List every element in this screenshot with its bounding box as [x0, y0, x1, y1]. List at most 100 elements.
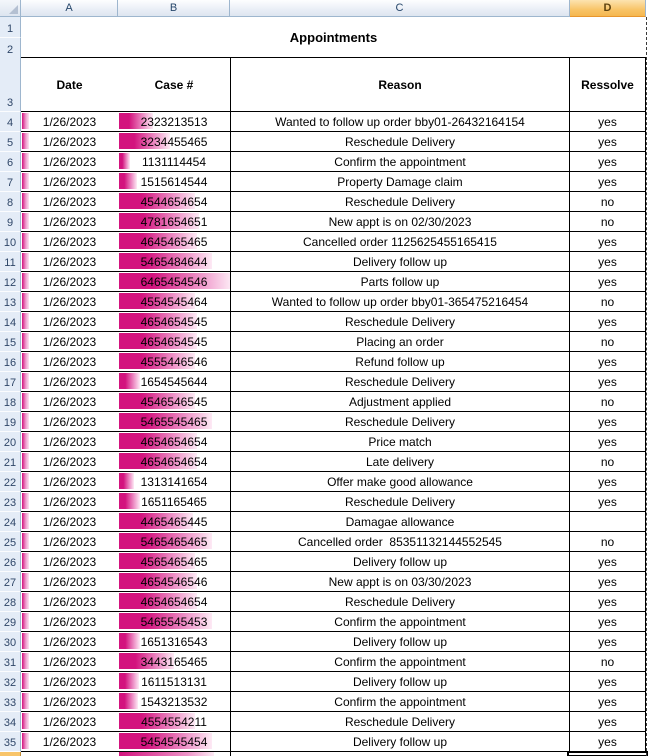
row-header[interactable]: 23: [0, 492, 21, 512]
date-cell[interactable]: 1/26/2023: [21, 232, 118, 252]
reason-cell[interactable]: Reschedule Delivery: [230, 192, 570, 212]
case-cell[interactable]: 4465465445: [118, 512, 230, 532]
resolve-cell[interactable]: yes: [570, 692, 646, 712]
row-header-2[interactable]: 2: [0, 38, 21, 59]
row-header[interactable]: 31: [0, 652, 21, 672]
case-cell[interactable]: 4546546545: [118, 392, 230, 412]
resolve-cell[interactable]: yes: [570, 232, 646, 252]
case-cell[interactable]: 4654654654: [118, 592, 230, 612]
row-header[interactable]: 28: [0, 592, 21, 612]
case-cell[interactable]: 5465484644: [118, 252, 230, 272]
resolve-cell[interactable]: yes: [570, 492, 646, 512]
resolve-cell[interactable]: yes: [570, 672, 646, 692]
date-cell[interactable]: 1/26/2023: [21, 392, 118, 412]
row-header[interactable]: 17: [0, 372, 21, 392]
reason-cell[interactable]: Delivery follow up: [230, 672, 570, 692]
case-cell[interactable]: 4654654545: [118, 332, 230, 352]
case-cell[interactable]: 4565465465: [118, 552, 230, 572]
row-header[interactable]: 5: [0, 132, 21, 152]
row-header[interactable]: 21: [0, 452, 21, 472]
reason-cell[interactable]: New appt is on 02/30/2023: [230, 212, 570, 232]
case-cell[interactable]: 4781654651: [118, 212, 230, 232]
row-header[interactable]: 12: [0, 272, 21, 292]
case-cell[interactable]: 1131114454: [118, 152, 230, 172]
date-column-header[interactable]: Date: [21, 57, 118, 112]
resolve-cell[interactable]: yes: [570, 572, 646, 592]
active-cell-selection-border[interactable]: [567, 751, 648, 756]
column-header-b[interactable]: B: [118, 0, 230, 17]
row-header[interactable]: 20: [0, 432, 21, 452]
resolve-cell[interactable]: [570, 512, 646, 532]
row-header[interactable]: 19: [0, 412, 21, 432]
case-cell[interactable]: 1515614544: [118, 172, 230, 192]
reason-cell[interactable]: Cancelled order 1125625455165415: [230, 232, 570, 252]
resolve-cell[interactable]: no: [570, 192, 646, 212]
row-header[interactable]: 35: [0, 732, 21, 752]
reason-cell[interactable]: Delivery follow up: [230, 552, 570, 572]
date-cell[interactable]: 1/26/2023: [21, 692, 118, 712]
case-cell[interactable]: 1543213532: [118, 692, 230, 712]
date-cell[interactable]: 1/26/2023: [21, 112, 118, 132]
row-header[interactable]: 11: [0, 252, 21, 272]
date-cell[interactable]: 1/26/2023: [21, 132, 118, 152]
case-column-header[interactable]: Case #: [118, 57, 230, 112]
date-cell[interactable]: 1/26/2023: [21, 312, 118, 332]
reason-cell[interactable]: Parts follow up: [230, 272, 570, 292]
row-header[interactable]: 6: [0, 152, 21, 172]
reason-cell[interactable]: Late delivery: [230, 452, 570, 472]
date-cell[interactable]: 1/26/2023: [21, 472, 118, 492]
sheet-title-cell[interactable]: Appointments: [289, 29, 378, 45]
reason-cell[interactable]: Cancelled order 85351132144552545: [230, 532, 570, 552]
resolve-cell[interactable]: yes: [570, 172, 646, 192]
resolve-cell[interactable]: yes: [570, 132, 646, 152]
row-header[interactable]: 16: [0, 352, 21, 372]
date-cell[interactable]: 1/26/2023: [21, 532, 118, 552]
case-cell[interactable]: 2323213513: [118, 112, 230, 132]
date-cell[interactable]: 1/26/2023: [21, 672, 118, 692]
row-header-1[interactable]: 1: [0, 17, 21, 38]
date-cell[interactable]: 1/26/2023: [21, 272, 118, 292]
reason-cell[interactable]: Reschedule Delivery: [230, 492, 570, 512]
reason-cell[interactable]: Confirm the appointment: [230, 652, 570, 672]
resolve-cell[interactable]: yes: [570, 612, 646, 632]
resolve-cell[interactable]: no: [570, 212, 646, 232]
reason-cell[interactable]: Reschedule Delivery: [230, 372, 570, 392]
case-cell[interactable]: 4654654654: [118, 452, 230, 472]
row-header[interactable]: 18: [0, 392, 21, 412]
resolve-cell[interactable]: no: [570, 332, 646, 352]
resolve-cell[interactable]: yes: [570, 592, 646, 612]
date-cell[interactable]: 1/26/2023: [21, 572, 118, 592]
date-cell[interactable]: 1/26/2023: [21, 612, 118, 632]
date-cell[interactable]: 1/26/2023: [21, 252, 118, 272]
row-header-3[interactable]: 3: [0, 57, 21, 112]
reason-cell[interactable]: Wanted to follow up order bby01-36547521…: [230, 292, 570, 312]
case-cell[interactable]: 5465545453: [118, 612, 230, 632]
row-header[interactable]: 4: [0, 112, 21, 132]
row-header[interactable]: 7: [0, 172, 21, 192]
reason-cell[interactable]: Reschedule Delivery: [230, 592, 570, 612]
row-header[interactable]: 10: [0, 232, 21, 252]
resolve-cell[interactable]: no: [570, 392, 646, 412]
date-cell[interactable]: 1/26/2023: [21, 512, 118, 532]
resolve-cell[interactable]: yes: [570, 312, 646, 332]
row-header[interactable]: 8: [0, 192, 21, 212]
row-header[interactable]: 27: [0, 572, 21, 592]
date-cell[interactable]: 1/26/2023: [21, 192, 118, 212]
case-cell[interactable]: 5465465465: [118, 532, 230, 552]
date-cell[interactable]: 1/26/2023: [21, 492, 118, 512]
reason-cell[interactable]: Property Damage claim: [230, 172, 570, 192]
row-header[interactable]: 9: [0, 212, 21, 232]
resolve-cell[interactable]: yes: [570, 152, 646, 172]
resolve-cell[interactable]: yes: [570, 472, 646, 492]
case-cell[interactable]: 3234455465: [118, 132, 230, 152]
case-cell[interactable]: 1313141654: [118, 472, 230, 492]
resolve-cell[interactable]: yes: [570, 632, 646, 652]
reason-cell[interactable]: Delivery follow up: [230, 632, 570, 652]
case-cell[interactable]: 4654546546: [118, 572, 230, 592]
reason-cell[interactable]: Damagae allowance: [230, 512, 570, 532]
resolve-cell[interactable]: no: [570, 532, 646, 552]
date-cell[interactable]: 1/26/2023: [21, 432, 118, 452]
resolve-cell[interactable]: no: [570, 292, 646, 312]
date-cell[interactable]: 1/26/2023: [21, 372, 118, 392]
resolve-cell[interactable]: yes: [570, 352, 646, 372]
